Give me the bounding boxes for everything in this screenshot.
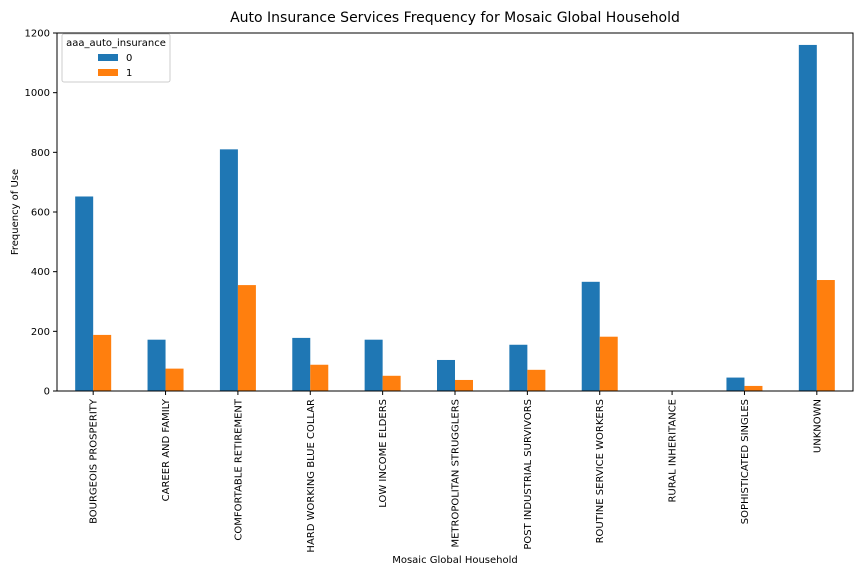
legend-swatch-series-0 [98,54,118,61]
bar-series-1-5 [455,379,473,391]
chart-title: Auto Insurance Services Frequency for Mo… [230,10,680,26]
x-tick-label: POST INDUSTRIAL SURVIVORS [523,399,534,550]
y-tick-label: 0 [44,387,50,398]
x-tick-label: CAREER AND FAMILY [161,398,172,501]
x-tick-label: HARD WORKING BLUE COLLAR [306,399,317,553]
y-tick-label: 200 [31,327,50,338]
bar-series-1-3 [310,364,329,391]
legend-title: aaa_auto_insurance [66,38,166,49]
x-axis-label: Mosaic Global Household [392,555,518,566]
bar-series-0-6 [509,344,528,391]
bar-series-0-7 [581,281,600,391]
plot-area [75,44,835,391]
bar-series-1-4 [382,375,401,391]
x-tick-label: ROUTINE SERVICE WORKERS [595,399,606,543]
bar-series-1-7 [599,336,618,391]
x-tick-label: RURAL INHERITANCE [668,399,679,503]
bar-series-1-10 [816,280,835,391]
bar-series-1-1 [165,368,184,391]
legend: aaa_auto_insurance 0 1 [61,33,171,83]
x-tick-label: METROPOLITAN STRUGGLERS [451,399,462,548]
bar-series-0-4 [364,339,383,391]
x-tick-label: COMFORTABLE RETIREMENT [233,398,244,540]
bar-series-0-9 [726,377,745,391]
plot-frame [56,32,854,392]
x-tick-label: LOW INCOME ELDERS [378,399,389,508]
y-tick-label: 1000 [25,88,50,99]
x-tick-label: SOPHISTICATED SINGLES [740,399,751,524]
y-axis-label: Frequency of Use [10,169,21,255]
bar-series-0-10 [798,44,817,391]
bar-series-0-3 [292,337,311,391]
x-tick-label: BOURGEOIS PROSPERITY [89,398,100,524]
bar-series-1-9 [744,385,763,391]
y-axis: 0 200 400 600 800 1000 1200 [25,29,57,398]
y-tick-label: 1200 [25,29,50,40]
legend-label-series-1: 1 [126,68,132,79]
bar-series-1-6 [527,369,546,391]
y-tick-label: 800 [31,148,50,159]
bar-series-0-5 [437,359,455,391]
legend-label-series-0: 0 [126,53,132,64]
bar-series-0-1 [147,339,166,391]
x-axis: BOURGEOIS PROSPERITY CAREER AND FAMILY COM… [89,391,823,553]
x-tick-label: UNKNOWN [812,399,823,453]
legend-swatch-series-1 [98,69,118,76]
y-tick-label: 400 [31,267,50,278]
bar-series-1-0 [93,334,112,391]
bar-series-0-0 [75,196,94,391]
y-tick-label: 600 [31,208,50,219]
bar-series-1-2 [237,285,256,391]
bar-series-0-2 [219,149,238,391]
